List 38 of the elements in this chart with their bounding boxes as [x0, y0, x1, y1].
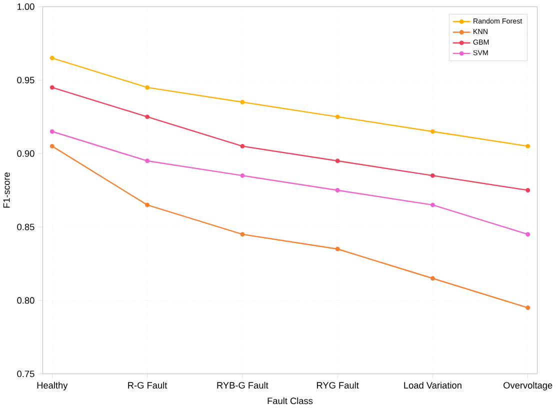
- x-tick-label: Load Variation: [404, 382, 462, 389]
- point: [240, 232, 245, 237]
- x-tick-label: Overvoltage: [504, 382, 552, 391]
- y-tick-label: 0.95: [17, 77, 34, 84]
- point: [430, 276, 435, 281]
- y-tick-label: 1.00: [18, 4, 34, 10]
- point: [335, 247, 340, 252]
- x-tick-label: Healthy: [37, 382, 68, 391]
- point: [145, 202, 150, 208]
- point: [335, 188, 340, 193]
- point: [145, 85, 150, 90]
- y-tick-label: 0.80: [17, 297, 34, 304]
- point: [430, 202, 435, 208]
- point: [526, 144, 530, 149]
- point: [430, 129, 435, 134]
- point: [240, 174, 245, 178]
- y-tick-label: 0.85: [17, 224, 34, 230]
- point: [240, 100, 245, 105]
- y-axis-title: F1-score: [3, 172, 10, 208]
- point: [50, 85, 54, 90]
- point: [335, 114, 340, 120]
- point: [145, 158, 150, 164]
- point: [526, 232, 530, 237]
- point: [430, 174, 435, 178]
- point: [50, 56, 54, 61]
- x-tick-label: RYG Fault: [316, 382, 359, 389]
- x-tick-label: RYB-G Fault: [217, 382, 268, 389]
- y-tick-label: 0.90: [17, 150, 34, 158]
- point: [526, 188, 530, 193]
- y-tick-label: 0.75: [17, 370, 34, 378]
- x-tick-label: R-G Fault: [128, 382, 168, 389]
- point: [240, 144, 245, 149]
- point: [335, 158, 340, 164]
- point: [526, 306, 530, 310]
- point: [50, 129, 54, 134]
- x-axis-title: Fault Class: [268, 398, 313, 404]
- point: [50, 144, 54, 149]
- point: [145, 114, 150, 120]
